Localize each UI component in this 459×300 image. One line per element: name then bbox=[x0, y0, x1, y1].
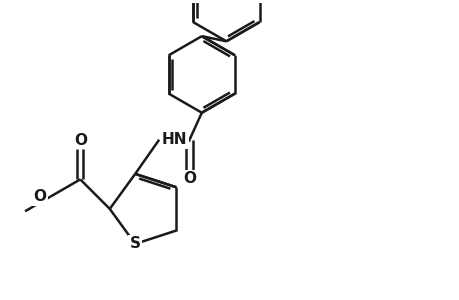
Text: O: O bbox=[34, 189, 46, 204]
Text: O: O bbox=[183, 172, 196, 187]
Text: HN: HN bbox=[161, 132, 187, 147]
Text: S: S bbox=[129, 236, 140, 251]
Text: O: O bbox=[73, 133, 87, 148]
